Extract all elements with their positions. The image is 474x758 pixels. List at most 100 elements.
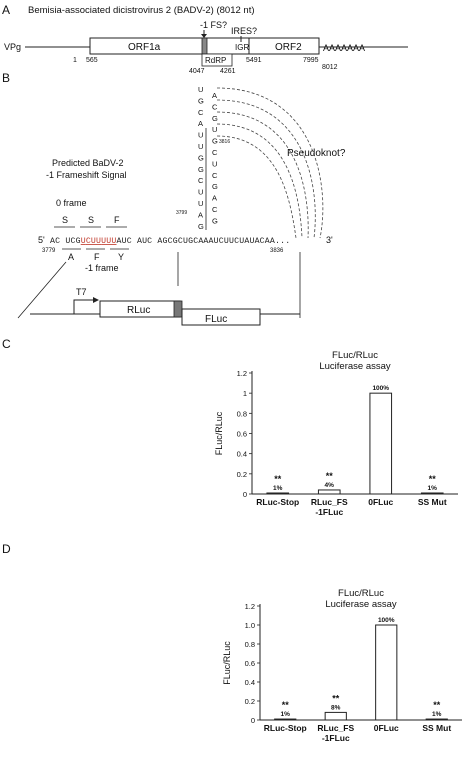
genome-title: Bemisia-associated dicistrovirus 2 (BADV… xyxy=(28,5,255,16)
orf1a-label: ORF1a xyxy=(128,42,161,53)
y-tick-label: 1.2 xyxy=(245,602,255,611)
predicted-label-1: Predicted BaDV-2 xyxy=(52,158,124,168)
stem-base: U xyxy=(198,188,203,197)
seq-segment: U xyxy=(81,237,86,246)
pos-4261: 4261 xyxy=(220,68,236,75)
seq-segment: UCG xyxy=(65,237,80,246)
seq-segment: UUU xyxy=(101,237,116,246)
stem-base: U xyxy=(198,131,203,140)
codon-0-f: F xyxy=(114,215,120,225)
igr-label: IGR xyxy=(235,43,249,52)
stem-base: C xyxy=(198,108,204,117)
y-tick-label: 0 xyxy=(251,716,255,725)
pseudoknot-label: Pseudoknot? xyxy=(287,148,346,159)
bar xyxy=(375,624,398,721)
y-tick-label: 1 xyxy=(243,389,247,398)
seq-segment: CGCUGCAAAUCUUCUAUACAA... xyxy=(168,237,291,246)
stem-base: G xyxy=(212,216,218,225)
pos-7995: 7995 xyxy=(303,57,319,64)
codon-0-s1: S xyxy=(62,215,68,225)
significance-stars: ** xyxy=(282,700,290,710)
bar-data-label: 1% xyxy=(428,485,438,492)
chart-title: FLuc/RLuc xyxy=(338,588,384,599)
x-category-label: -1FLuc xyxy=(315,507,343,517)
orf2-box xyxy=(248,37,320,55)
stem-base: G xyxy=(212,114,218,123)
bar xyxy=(425,718,448,721)
pos-1: 1 xyxy=(73,57,77,64)
stem-base: U xyxy=(212,159,217,168)
y-tick-label: 1.2 xyxy=(237,369,247,378)
bar xyxy=(420,492,444,495)
bar-data-label: 100% xyxy=(372,385,389,392)
stem-base: C xyxy=(212,171,218,180)
stem-base: U xyxy=(212,125,217,134)
chart-subtitle: Luciferase assay xyxy=(319,361,391,372)
x-category-label: SS Mut xyxy=(418,497,447,507)
significance-stars: ** xyxy=(332,693,340,703)
fs-arrowhead xyxy=(201,34,207,38)
x-category-label: SS Mut xyxy=(422,723,451,733)
stem-base: G xyxy=(212,182,218,191)
ires-label: IRES? xyxy=(231,26,257,36)
fs-label: -1 FS? xyxy=(200,20,227,30)
pos-3836: 3836 xyxy=(270,248,284,254)
minus1-frame-label: -1 frame xyxy=(85,263,119,273)
stem-base: C xyxy=(212,205,218,214)
stem-base: A xyxy=(198,210,203,219)
panel-d-letter: D xyxy=(2,542,11,556)
fluc-construct-label: FLuc xyxy=(205,314,227,325)
y-tick-label: 0.8 xyxy=(245,640,255,649)
seq-segment: AC xyxy=(50,237,65,246)
rna-sequence: AC UCGUCUUUUUAUC AUC AGCGCUGCAAAUCUUCUAU… xyxy=(50,237,290,246)
y-tick-label: 0.2 xyxy=(245,697,255,706)
fs-site-marker xyxy=(201,37,208,55)
panel-b-letter: B xyxy=(2,71,10,85)
stem-base: C xyxy=(212,102,218,111)
zoom-line xyxy=(17,261,67,319)
x-category-label: RLuc-Stop xyxy=(264,723,307,733)
panel-a: A Bemisia-associated dicistrovirus 2 (BA… xyxy=(2,3,408,75)
pos-5491: 5491 xyxy=(246,57,262,64)
pos-3816: 3816 xyxy=(219,139,230,145)
y-tick-label: 0.6 xyxy=(237,430,247,439)
rdrp-box xyxy=(201,53,233,67)
stem-base: C xyxy=(212,148,218,157)
codon-m1-a: A xyxy=(68,252,74,262)
x-category-label: RLuc_FS xyxy=(311,497,348,507)
y-axis-label: FLuc/RLuc xyxy=(222,641,232,685)
orf2-label: ORF2 xyxy=(275,42,302,53)
rdrp-label: RdRP xyxy=(205,56,226,65)
y-tick-label: 1.0 xyxy=(245,621,255,630)
pos-3779: 3779 xyxy=(42,248,56,254)
three-prime: 3' xyxy=(326,235,333,245)
stem-base: G xyxy=(198,222,204,231)
x-category-label: -1FLuc xyxy=(322,733,350,743)
pos-3799: 3799 xyxy=(176,210,187,216)
pk-arc xyxy=(216,111,309,239)
significance-stars: ** xyxy=(433,700,441,710)
significance-stars: ** xyxy=(326,471,334,481)
bar-data-label: 1% xyxy=(273,485,283,492)
bar-data-label: 4% xyxy=(325,482,335,489)
codon-m1-f: F xyxy=(94,252,100,262)
stem-base: G xyxy=(198,96,204,105)
stem-base: A xyxy=(212,194,217,203)
stem-base: U xyxy=(198,142,203,151)
significance-stars: ** xyxy=(429,474,437,484)
bar-data-label: 8% xyxy=(331,704,341,711)
pos-8012: 8012 xyxy=(322,64,338,71)
stem-base: A xyxy=(198,119,203,128)
y-tick-label: 0.2 xyxy=(237,470,247,479)
fluc-box xyxy=(181,308,261,326)
bar-data-label: 1% xyxy=(281,711,291,718)
panel-a-letter: A xyxy=(2,3,10,17)
bar xyxy=(266,492,290,495)
bar xyxy=(317,489,341,495)
y-tick-label: 0.8 xyxy=(237,409,247,418)
pos-565: 565 xyxy=(86,57,98,64)
zero-frame-label: 0 frame xyxy=(56,198,87,208)
y-tick-label: 0.4 xyxy=(237,450,247,459)
